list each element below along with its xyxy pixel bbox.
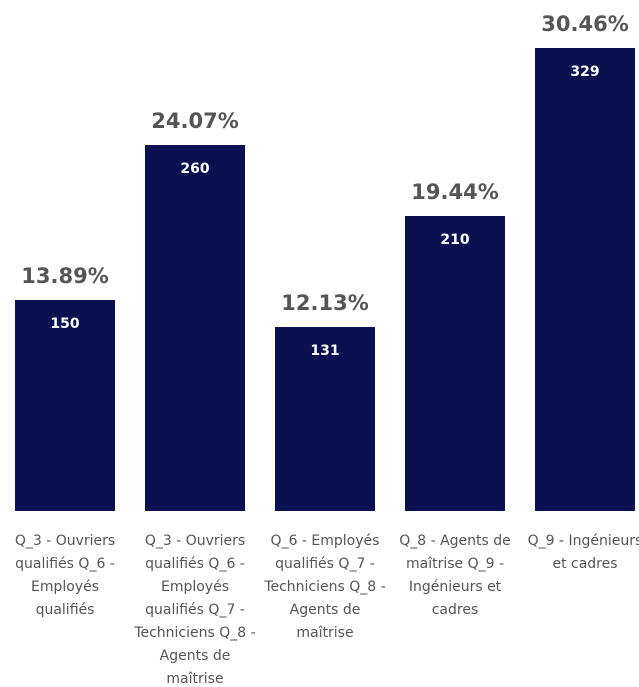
bar bbox=[535, 48, 635, 511]
percent-label: 12.13% bbox=[281, 290, 369, 315]
percent-label: 24.07% bbox=[151, 109, 239, 134]
bar bbox=[275, 326, 375, 511]
percent-label: 19.44% bbox=[411, 179, 499, 204]
category-label: Q_3 - Ouvriers qualifiés Q_6 - Employés … bbox=[134, 533, 256, 687]
value-label: 329 bbox=[570, 64, 600, 81]
value-label: 150 bbox=[50, 315, 80, 332]
value-label: 131 bbox=[310, 342, 340, 359]
percent-label: 13.89% bbox=[21, 263, 109, 288]
bar bbox=[145, 145, 245, 511]
value-label: 260 bbox=[180, 161, 210, 178]
category-label: Q_3 - Ouvriers qualifiés Q_6 - Employés … bbox=[14, 533, 116, 618]
bar bbox=[15, 299, 115, 511]
value-label: 210 bbox=[440, 231, 470, 248]
bar bbox=[405, 215, 505, 511]
category-label: Q_8 - Agents de maîtrise Q_9 - Ingénieur… bbox=[399, 533, 511, 618]
category-label: Q_9 - Ingénieurs et cadres bbox=[527, 533, 639, 572]
percent-label: 30.46% bbox=[541, 12, 629, 37]
category-label: Q_6 - Employés qualifiés Q_7 - Technicie… bbox=[264, 533, 386, 641]
